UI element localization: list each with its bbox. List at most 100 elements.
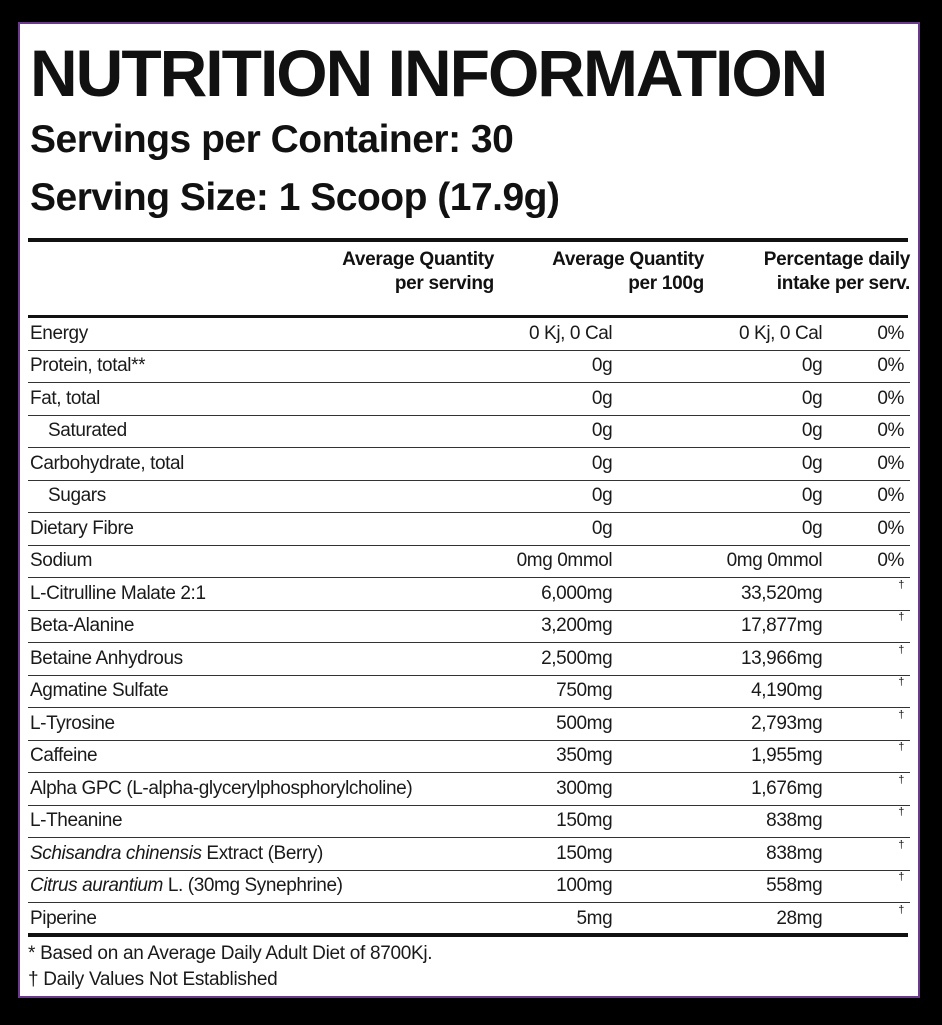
table-row: Agmatine Sulfate 750mg 4,190mg † bbox=[28, 675, 910, 708]
per-serving-value: 500mg bbox=[412, 707, 613, 741]
per-serving-value: 300mg bbox=[412, 772, 613, 806]
per-100g-value: 1,955mg bbox=[612, 740, 823, 773]
daily-intake-value: † bbox=[822, 577, 910, 611]
dagger-mark: † bbox=[898, 871, 904, 884]
dagger-mark: † bbox=[898, 676, 904, 689]
footnote-daily-values: † Daily Values Not Established bbox=[28, 969, 278, 990]
per-serving-value: 150mg bbox=[412, 837, 613, 871]
table-row: Sugars 0g 0g 0% bbox=[28, 480, 910, 513]
dagger-mark: † bbox=[898, 643, 904, 656]
table-row: Caffeine 350mg 1,955mg † bbox=[28, 740, 910, 773]
table-row: Betaine Anhydrous 2,500mg 13,966mg † bbox=[28, 642, 910, 676]
per-serving-value: 2,500mg bbox=[412, 642, 613, 676]
daily-intake-value: 0% bbox=[822, 480, 910, 513]
nutrient-name: Saturated bbox=[28, 415, 413, 448]
per-100g-value: 838mg bbox=[612, 837, 823, 871]
per-serving-value: 3,200mg bbox=[412, 610, 613, 643]
table-row: Sodium 0mg 0mmol 0mg 0mmol 0% bbox=[28, 545, 910, 578]
table-row: L-Citrulline Malate 2:1 6,000mg 33,520mg † bbox=[28, 577, 910, 611]
header-divider bbox=[28, 315, 908, 318]
daily-intake-value: † bbox=[822, 740, 910, 773]
table-row: Dietary Fibre 0g 0g 0% bbox=[28, 512, 910, 546]
header-daily-intake: Percentage daily intake per serv. bbox=[720, 248, 911, 296]
dagger-mark: † bbox=[898, 611, 904, 624]
per-serving-value: 5mg bbox=[576, 907, 613, 929]
nutrition-table-body: Energy 0 Kj, 0 Cal 0 Kj, 0 Cal 0% Protein, t… bbox=[28, 318, 910, 935]
daily-intake-value: † bbox=[822, 837, 910, 871]
table-row: Piperine 5mg 28mg † bbox=[28, 903, 910, 935]
nutrient-name: L-Tyrosine bbox=[28, 707, 413, 741]
daily-intake-value: 0% bbox=[822, 415, 910, 448]
nutrient-name: Energy bbox=[28, 318, 413, 351]
per-100g-value: 0g bbox=[612, 382, 823, 416]
per-serving-value: 100mg bbox=[412, 870, 613, 903]
nutrient-name: Agmatine Sulfate bbox=[28, 675, 413, 708]
daily-intake-value: † bbox=[822, 903, 910, 935]
per-serving-value: 0g bbox=[412, 415, 613, 448]
table-row: Schisandra chinensis Extract (Berry) 150m… bbox=[28, 837, 910, 871]
nutrient-name-italic: Schisandra chinensis bbox=[30, 842, 202, 864]
dagger-mark: † bbox=[898, 903, 904, 916]
nutrition-panel: NUTRITION INFORMATION Servings per Conta… bbox=[18, 22, 920, 998]
dagger-mark: † bbox=[898, 741, 904, 754]
nutrient-name: Alpha GPC (L-alpha-glycerylphosphorylcho… bbox=[28, 772, 413, 806]
dagger-mark: † bbox=[898, 806, 904, 819]
daily-intake-value: 0% bbox=[822, 318, 910, 351]
per-100g-value: 558mg bbox=[612, 870, 823, 903]
nutrient-name: Sodium bbox=[28, 545, 413, 578]
per-100g-value: 4,190mg bbox=[612, 675, 823, 708]
per-serving-value: 0 Kj, 0 Cal bbox=[412, 318, 613, 351]
daily-intake-value: 0% bbox=[822, 545, 910, 578]
per-100g-value: 28mg bbox=[776, 907, 823, 929]
dagger-mark: † bbox=[898, 578, 904, 591]
header-daily-intake-line1: Percentage daily bbox=[763, 249, 911, 270]
nutrient-name-rest: Extract (Berry) bbox=[201, 842, 323, 864]
per-100g-value: 0g bbox=[612, 512, 823, 546]
per-serving-value: 350mg bbox=[412, 740, 613, 773]
header-per-100g-line1: Average Quantity bbox=[552, 249, 704, 270]
bottom-divider bbox=[28, 933, 908, 937]
daily-intake-value: † bbox=[822, 772, 910, 806]
per-serving-value: 150mg bbox=[412, 805, 613, 838]
daily-intake-value: † bbox=[822, 675, 910, 708]
table-row: Beta-Alanine 3,200mg 17,877mg † bbox=[28, 610, 910, 643]
header-per-serving-line1: Average Quantity bbox=[342, 249, 494, 270]
per-100g-value: 33,520mg bbox=[612, 577, 823, 611]
per-serving-value: 0g bbox=[412, 480, 613, 513]
header-per-serving: Average Quantity per serving bbox=[310, 248, 494, 296]
per-serving-value: 0g bbox=[412, 447, 613, 481]
daily-intake-value: 0% bbox=[822, 350, 910, 383]
per-100g-value: 1,676mg bbox=[612, 772, 823, 806]
per-serving-value: 0g bbox=[412, 382, 613, 416]
footnote-diet: * Based on an Average Daily Adult Diet o… bbox=[28, 943, 433, 964]
table-row: L-Theanine 150mg 838mg † bbox=[28, 805, 910, 838]
daily-intake-value: 0% bbox=[822, 447, 910, 481]
table-row: Carbohydrate, total 0g 0g 0% bbox=[28, 447, 910, 481]
header-daily-intake-line2: intake per serv. bbox=[776, 273, 911, 294]
per-100g-value: 0g bbox=[612, 415, 823, 448]
daily-intake-value: 0% bbox=[822, 382, 910, 416]
daily-intake-value: † bbox=[822, 805, 910, 838]
table-row: Saturated 0g 0g 0% bbox=[28, 415, 910, 448]
nutrient-name: L-Citrulline Malate 2:1 bbox=[28, 577, 413, 611]
nutrient-name: Carbohydrate, total bbox=[28, 447, 413, 481]
per-100g-value: 0g bbox=[612, 350, 823, 383]
per-serving-value: 6,000mg bbox=[412, 577, 613, 611]
nutrient-name: Protein, total** bbox=[28, 350, 413, 383]
per-100g-value: 0mg 0mmol bbox=[612, 545, 823, 578]
header-per-100g: Average Quantity per 100g bbox=[520, 248, 704, 296]
nutrient-name: Fat, total bbox=[28, 382, 413, 416]
nutrient-name: L-Theanine bbox=[28, 805, 413, 838]
per-serving-value: 0g bbox=[412, 350, 613, 383]
per-serving-value: 0mg 0mmol bbox=[412, 545, 613, 578]
header-per-serving-line2: per serving bbox=[394, 273, 494, 294]
daily-intake-value: † bbox=[822, 610, 910, 643]
per-100g-value: 2,793mg bbox=[612, 707, 823, 741]
nutrient-name-italic: Citrus aurantium bbox=[30, 875, 163, 897]
table-row: L-Tyrosine 500mg 2,793mg † bbox=[28, 707, 910, 741]
table-row: Energy 0 Kj, 0 Cal 0 Kj, 0 Cal 0% bbox=[28, 318, 910, 351]
nutrient-name: Sugars bbox=[28, 480, 413, 513]
dagger-mark: † bbox=[898, 773, 904, 786]
top-divider bbox=[28, 238, 908, 242]
per-100g-value: 0g bbox=[612, 447, 823, 481]
